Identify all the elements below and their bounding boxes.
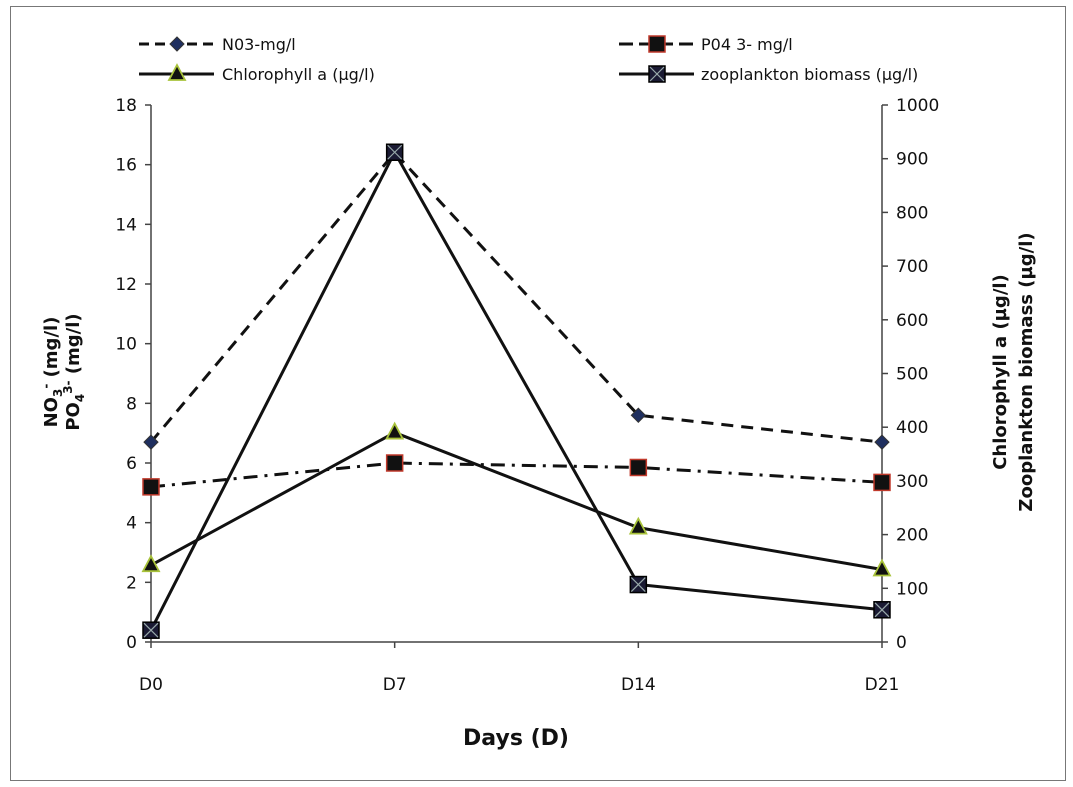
right-tick-label: 200 bbox=[896, 526, 928, 546]
x-tick-label: D14 bbox=[621, 675, 656, 695]
legend-label-zooplankton: zooplankton biomass (µg/l) bbox=[701, 65, 918, 84]
right-axis-title: Chlorophyll a (µg/l) Zooplankton biomass… bbox=[990, 232, 1037, 511]
data-point-chlorophyll bbox=[141, 554, 161, 573]
data-point-po4 bbox=[142, 478, 160, 496]
data-point-po4 bbox=[629, 458, 648, 477]
series-markers bbox=[141, 143, 892, 639]
right-tick-label: 700 bbox=[896, 257, 928, 277]
left-y-ticks: 0 2 4 6 8 10 12 14 16 18 bbox=[115, 96, 151, 653]
series-line-zooplankton bbox=[149, 150, 883, 631]
data-point-zooplankton bbox=[385, 143, 404, 162]
data-point-chlorophyll bbox=[872, 558, 892, 577]
left-tick-label: 0 bbox=[126, 633, 137, 653]
legend-marker-po4 bbox=[648, 35, 666, 53]
line-chart: 0 2 4 6 8 10 12 14 16 18 0 100 200 300 400 500 600 700 80… bbox=[39, 35, 1037, 751]
po4-sub: 4 bbox=[73, 394, 87, 402]
data-point-zooplankton bbox=[629, 575, 648, 594]
data-point-no3 bbox=[630, 407, 647, 423]
data-point-no3 bbox=[143, 434, 159, 450]
right-tick-label: 600 bbox=[896, 311, 928, 331]
right-tick-label: 800 bbox=[896, 203, 928, 223]
legend-label-no3: N03-mg/l bbox=[222, 35, 296, 54]
x-tick-label: D7 bbox=[383, 675, 407, 695]
x-ticks: D0 D7 D14 D21 bbox=[139, 642, 899, 695]
legend-label-chlorophyll: Chlorophyll a (µg/l) bbox=[222, 65, 375, 84]
right-tick-label: 900 bbox=[896, 150, 928, 170]
right-tick-label: 300 bbox=[896, 472, 928, 492]
right-tick-label: 1000 bbox=[896, 96, 939, 116]
legend-label-po4: P04 3- mg/l bbox=[701, 35, 793, 54]
data-point-chlorophyll bbox=[628, 516, 648, 535]
data-point-no3 bbox=[874, 434, 890, 450]
x-tick-label: D21 bbox=[865, 675, 900, 695]
svg-text:PO43- (mg/l): PO43- (mg/l) bbox=[61, 313, 87, 430]
no3-sub: 3 bbox=[51, 389, 65, 397]
left-tick-label: 10 bbox=[115, 335, 137, 355]
right-tick-label: 400 bbox=[896, 418, 928, 438]
right-y-ticks: 0 100 200 300 400 500 600 700 800 900 1000 bbox=[882, 96, 939, 653]
data-point-zooplankton bbox=[142, 621, 160, 639]
legend: N03-mg/l P04 3- mg/l Chlorophyll a (µg/l… bbox=[139, 35, 918, 84]
data-point-po4 bbox=[385, 454, 404, 472]
svg-text:NO3- (mg/l): NO3- (mg/l) bbox=[39, 317, 65, 428]
data-point-po4 bbox=[873, 473, 891, 492]
series-line-po4 bbox=[150, 461, 883, 489]
left-tick-label: 14 bbox=[115, 215, 137, 235]
left-axis-title: NO3- (mg/l) PO43- (mg/l) bbox=[39, 313, 87, 430]
no3-base: NO bbox=[41, 397, 62, 427]
legend-marker-zooplankton bbox=[648, 65, 666, 83]
right-tick-label: 0 bbox=[896, 633, 907, 653]
no3-unit: (mg/l) bbox=[41, 317, 62, 384]
left-tick-label: 16 bbox=[115, 156, 137, 176]
series-line-chlorophyll bbox=[150, 431, 883, 571]
right-axis-title-line2: Zooplankton biomass (µg/l) bbox=[1016, 232, 1037, 511]
data-point-zooplankton bbox=[873, 601, 891, 619]
left-tick-label: 6 bbox=[126, 454, 137, 474]
right-tick-label: 500 bbox=[896, 365, 928, 385]
left-tick-label: 18 bbox=[115, 96, 137, 116]
chart-frame: 0 2 4 6 8 10 12 14 16 18 0 100 200 300 400 500 600 700 80… bbox=[10, 6, 1066, 781]
series-lines bbox=[149, 150, 883, 631]
right-axis-title-line1: Chlorophyll a (µg/l) bbox=[990, 274, 1011, 470]
series-line-no3 bbox=[149, 151, 883, 444]
left-tick-label: 2 bbox=[126, 573, 137, 593]
data-point-chlorophyll bbox=[385, 421, 405, 440]
left-tick-label: 12 bbox=[115, 275, 137, 295]
x-tick-label: D0 bbox=[139, 675, 163, 695]
po4-base: PO bbox=[63, 402, 84, 431]
x-axis-title: Days (D) bbox=[463, 726, 569, 751]
legend-marker-no3 bbox=[169, 36, 185, 52]
po4-sup: 3- bbox=[61, 380, 75, 393]
left-tick-label: 4 bbox=[126, 514, 137, 534]
right-tick-label: 100 bbox=[896, 579, 928, 599]
po4-unit: (mg/l) bbox=[63, 313, 84, 380]
legend-marker-chlorophyll bbox=[167, 63, 187, 81]
no3-sup: - bbox=[39, 384, 53, 389]
left-tick-label: 8 bbox=[126, 394, 137, 414]
